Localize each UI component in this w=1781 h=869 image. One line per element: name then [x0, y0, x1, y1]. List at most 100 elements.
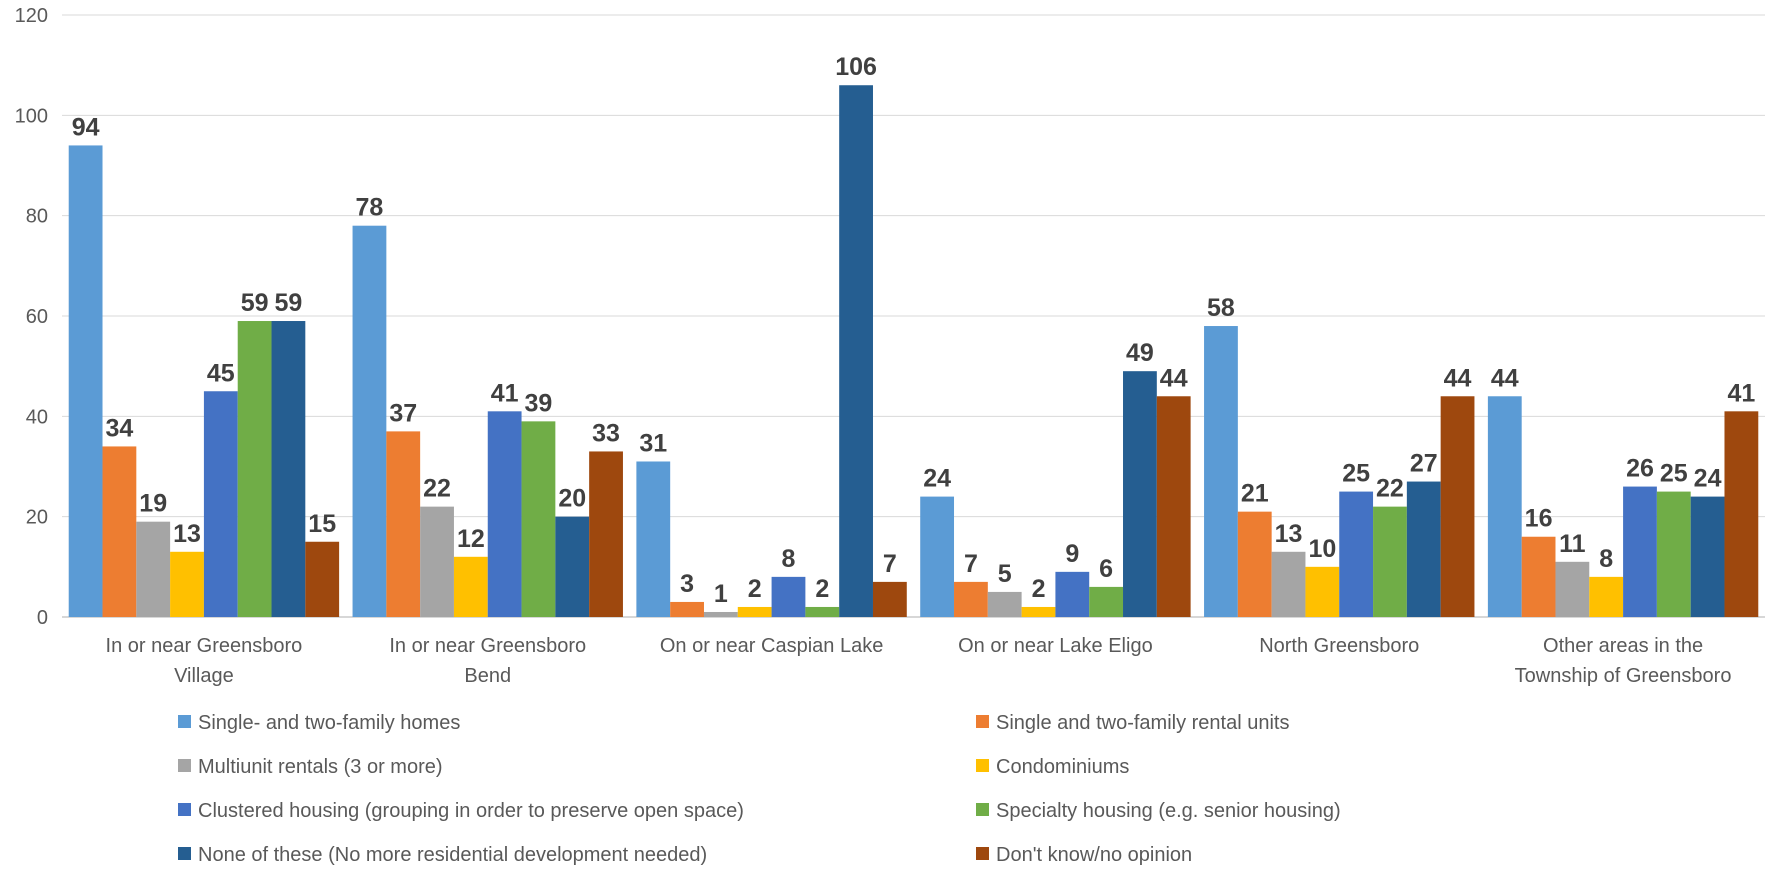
bar — [1487, 396, 1522, 617]
legend-swatch — [976, 847, 989, 860]
legend-label: Single- and two-family homes — [198, 712, 460, 734]
data-label: 25 — [1342, 460, 1370, 488]
bar — [1271, 551, 1306, 617]
bar — [420, 506, 454, 617]
bar — [1440, 396, 1475, 617]
x-category-label: In or near Greensboro Village — [106, 635, 303, 687]
data-label: 16 — [1525, 505, 1553, 533]
data-label: 1 — [714, 580, 728, 608]
legend-item: Condominiums — [976, 756, 1129, 778]
data-label: 13 — [1275, 520, 1303, 548]
bar — [1656, 491, 1691, 617]
data-label: 106 — [835, 53, 877, 81]
data-label: 26 — [1626, 455, 1654, 483]
bar — [1339, 491, 1374, 617]
data-label: 8 — [1599, 545, 1613, 573]
data-label: 19 — [139, 490, 167, 518]
data-label: 45 — [207, 359, 235, 387]
y-tick-label: 40 — [26, 406, 48, 428]
bar — [1724, 411, 1759, 617]
bar — [771, 576, 806, 617]
legend-item: Specialty housing (e.g. senior housing) — [976, 800, 1341, 822]
data-label: 44 — [1444, 364, 1472, 392]
y-tick-label: 100 — [15, 105, 48, 127]
y-axis-ticks: 0 20 40 60 80 100 120 — [15, 5, 48, 629]
x-category-label: North Greensboro — [1259, 635, 1419, 657]
data-label: 39 — [525, 389, 553, 417]
bar — [1204, 326, 1238, 617]
bar — [1555, 561, 1590, 617]
data-label: 10 — [1308, 535, 1336, 563]
bar — [203, 391, 238, 617]
data-label: 8 — [782, 545, 796, 573]
legend-label: Condominiums — [996, 756, 1129, 778]
data-label: 94 — [72, 113, 100, 141]
legend-label: Don't know/no opinion — [996, 844, 1192, 866]
data-label: 41 — [491, 379, 519, 407]
bar — [920, 496, 955, 617]
bar — [68, 145, 103, 617]
data-label: 7 — [883, 550, 897, 578]
bar — [521, 421, 556, 617]
bar — [839, 85, 873, 617]
data-label: 27 — [1410, 450, 1438, 478]
y-tick-label: 0 — [37, 607, 48, 629]
bar — [703, 611, 738, 617]
bar — [352, 225, 387, 617]
x-category-label: On or near Lake Eligo — [958, 635, 1153, 657]
data-label: 13 — [173, 520, 201, 548]
data-label: 22 — [1376, 475, 1404, 503]
bar — [872, 581, 907, 617]
data-label: 59 — [241, 289, 269, 317]
legend: Single- and two-family homes Single and t… — [178, 712, 1341, 866]
bar — [1623, 486, 1657, 617]
bar — [1055, 571, 1090, 617]
bar — [1406, 481, 1441, 617]
legend-item: None of these (No more residential devel… — [178, 844, 707, 866]
bar — [487, 411, 522, 617]
legend-label: Clustered housing (grouping in order to … — [198, 800, 744, 822]
data-label: 12 — [457, 525, 485, 553]
x-category-label: Other areas in the Township of Greensboro — [1515, 635, 1732, 687]
bar — [954, 581, 988, 617]
data-label: 2 — [1032, 575, 1046, 603]
data-label: 11 — [1559, 530, 1586, 558]
data-label: 3 — [680, 570, 694, 598]
bar — [1237, 511, 1272, 617]
bar — [737, 606, 772, 617]
bar — [271, 321, 306, 617]
y-tick-label: 20 — [26, 507, 48, 529]
bar — [1021, 606, 1056, 617]
bar — [1690, 496, 1725, 617]
legend-label: Multiunit rentals (3 or more) — [198, 756, 443, 778]
data-label: 9 — [1065, 540, 1079, 568]
data-label: 49 — [1126, 339, 1154, 367]
legend-item: Single- and two-family homes — [178, 712, 460, 734]
bar — [102, 446, 137, 617]
legend-item: Clustered housing (grouping in order to … — [178, 800, 744, 822]
bar — [636, 461, 671, 617]
data-label: 31 — [639, 429, 667, 457]
y-tick-label: 60 — [26, 306, 48, 328]
data-label: 2 — [748, 575, 762, 603]
data-label: 41 — [1727, 379, 1755, 407]
data-label: 25 — [1660, 460, 1688, 488]
legend-swatch — [178, 715, 191, 728]
data-label: 34 — [106, 414, 134, 442]
data-label: 44 — [1160, 364, 1188, 392]
legend-item: Multiunit rentals (3 or more) — [178, 756, 443, 778]
data-label: 2 — [815, 575, 829, 603]
legend-swatch — [178, 847, 191, 860]
legend-swatch — [178, 759, 191, 772]
data-label: 21 — [1241, 480, 1269, 508]
legend-swatch — [976, 715, 989, 728]
bar — [555, 516, 590, 617]
data-label: 59 — [275, 289, 303, 317]
bar — [670, 601, 704, 617]
x-axis-categories: In or near Greensboro Village In or near G… — [106, 635, 1732, 687]
bar — [305, 541, 340, 617]
x-category-label: In or near Greensboro Bend — [389, 635, 586, 687]
bar — [1589, 576, 1624, 617]
